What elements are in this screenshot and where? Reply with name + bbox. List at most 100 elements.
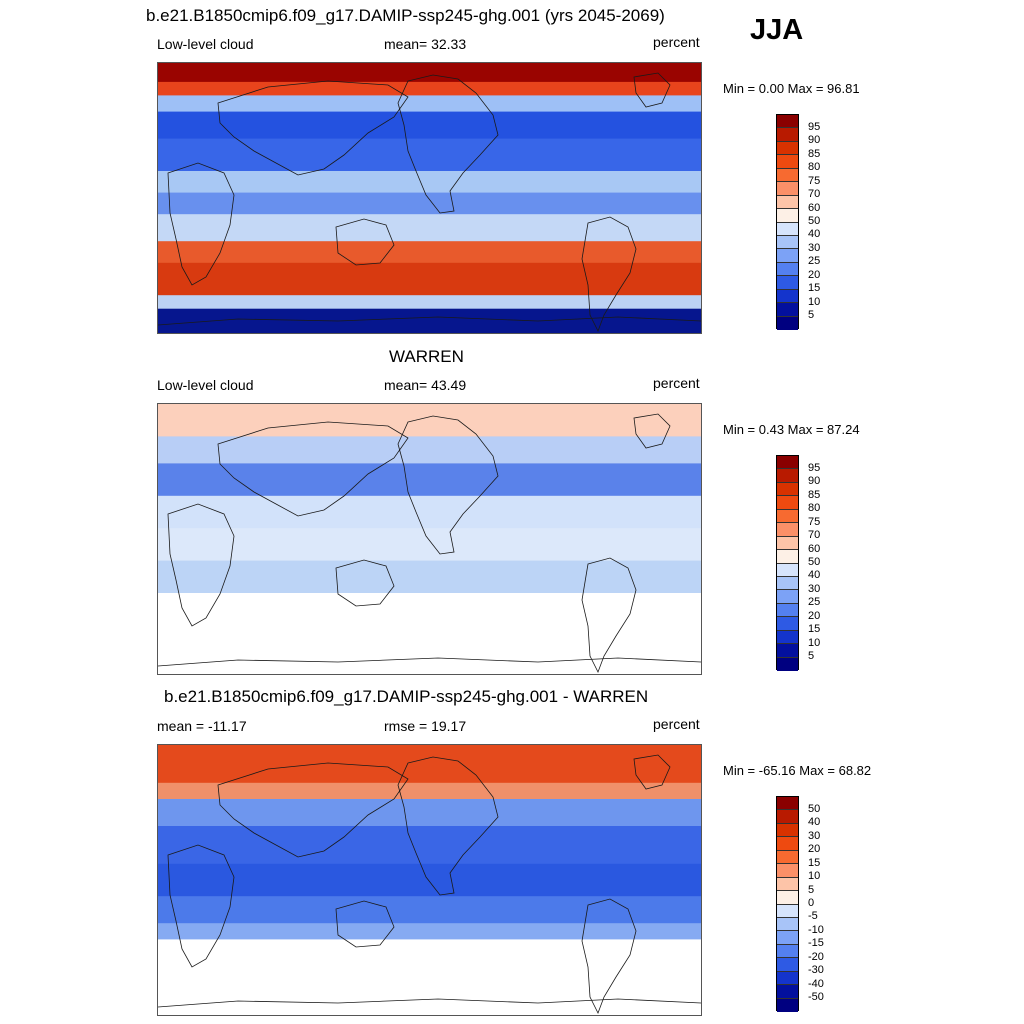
panel-2-units: percent <box>653 375 700 391</box>
colorbar-swatch <box>777 576 798 591</box>
colorbar-swatch <box>777 155 798 169</box>
colorbar-tick-label: -50 <box>808 991 824 1004</box>
colorbar-swatch <box>777 289 798 304</box>
colorbar-swatch <box>777 496 798 510</box>
colorbar-tick-label: 60 <box>808 542 821 555</box>
panel-3-units: percent <box>653 716 700 732</box>
coastline <box>397 415 499 555</box>
panel-1-map <box>157 62 702 334</box>
panel-1-minmax: Min = 0.00 Max = 96.81 <box>723 81 860 96</box>
colorbar-swatch <box>777 837 798 851</box>
colorbar-tick-label: 40 <box>808 569 821 582</box>
colorbar-swatch <box>777 998 798 1012</box>
colorbar-tick-label: 15 <box>808 856 821 869</box>
colorbar-swatch <box>777 985 798 999</box>
colorbar-swatch <box>777 944 798 959</box>
panel-3-rmse: rmse = 19.17 <box>384 718 467 734</box>
coastline <box>633 72 671 108</box>
colorbar-swatch <box>777 657 798 671</box>
colorbar-tick-label: 75 <box>808 174 821 187</box>
colorbar-swatch <box>777 617 798 631</box>
map-field-band <box>158 939 701 1015</box>
colorbar-swatch <box>777 115 798 129</box>
colorbar-swatch <box>777 168 798 183</box>
colorbar-swatch <box>777 904 798 918</box>
colorbar-swatch <box>777 603 798 618</box>
colorbar-swatch <box>777 864 798 878</box>
colorbar-tick-label: 20 <box>808 268 821 281</box>
panel-2-minmax: Min = 0.43 Max = 87.24 <box>723 422 860 437</box>
panel-3-mean: mean = -11.17 <box>157 718 247 734</box>
coastline <box>167 844 235 968</box>
colorbar-tick-label: -5 <box>808 910 818 923</box>
panel-2-map-svg <box>158 404 701 674</box>
coastline <box>217 762 409 858</box>
coastline <box>167 162 235 286</box>
map-field-band <box>158 528 701 562</box>
colorbar-swatch <box>777 550 798 564</box>
coastline <box>397 74 499 214</box>
colorbar-tick-label: 25 <box>808 596 821 609</box>
panel-1-colorbar <box>776 114 799 330</box>
colorbar-swatch <box>777 590 798 604</box>
colorbar-swatch <box>777 917 798 932</box>
colorbar-swatch <box>777 536 798 551</box>
colorbar-swatch <box>777 850 798 865</box>
colorbar-swatch <box>777 235 798 250</box>
colorbar-tick-label: -15 <box>808 937 824 950</box>
colorbar-tick-label: -30 <box>808 964 824 977</box>
colorbar-tick-label: 15 <box>808 282 821 295</box>
map-field-band <box>158 436 701 464</box>
map-field-band <box>158 495 701 529</box>
colorbar-swatch <box>777 303 798 317</box>
map-field-band <box>158 192 701 215</box>
colorbar-swatch <box>777 222 798 236</box>
colorbar-tick-label: 50 <box>808 215 821 227</box>
colorbar-tick-label: 85 <box>808 488 821 501</box>
panel-2-title: WARREN <box>389 347 464 366</box>
colorbar-tick-label: 70 <box>808 188 821 201</box>
colorbar-tick-label: -40 <box>808 977 824 990</box>
coastline <box>335 900 395 948</box>
coastline <box>167 503 235 627</box>
colorbar-tick-label: 10 <box>808 870 821 883</box>
map-field-band <box>158 799 701 827</box>
colorbar-swatch <box>777 797 798 811</box>
map-field-band <box>158 826 701 865</box>
panel-1-title: b.e21.B1850cmip6.f09_g17.DAMIP-ssp245-gh… <box>146 6 665 25</box>
colorbar-tick-label: 80 <box>808 502 821 515</box>
colorbar-swatch <box>777 469 798 483</box>
coastline <box>633 413 671 449</box>
colorbar-tick-label: 90 <box>808 134 821 147</box>
map-field-band <box>158 171 701 194</box>
colorbar-tick-label: 20 <box>808 609 821 622</box>
colorbar-swatch <box>777 195 798 210</box>
coastline <box>581 557 637 673</box>
coastline <box>158 998 701 1008</box>
map-field-band <box>158 138 701 172</box>
colorbar-tick-label: 5 <box>808 883 815 896</box>
colorbar-swatch <box>777 931 798 945</box>
panel-1-map-svg <box>158 63 701 333</box>
colorbar-tick-label: 10 <box>808 636 821 649</box>
panel-3-title: b.e21.B1850cmip6.f09_g17.DAMIP-ssp245-gh… <box>164 687 649 706</box>
map-field-band <box>158 745 701 784</box>
map-field-band <box>158 593 701 674</box>
colorbar-tick-label: 75 <box>808 515 821 528</box>
colorbar-swatch <box>777 630 798 645</box>
colorbar-swatch <box>777 644 798 658</box>
panel-2-map <box>157 403 702 675</box>
map-field-band <box>158 214 701 242</box>
map-field-band <box>158 560 701 594</box>
map-field-band <box>158 81 701 96</box>
colorbar-tick-label: 95 <box>808 120 821 133</box>
coastline <box>633 754 671 790</box>
colorbar-swatch <box>777 276 798 290</box>
season-label: JJA <box>750 14 804 46</box>
colorbar-tick-label: -10 <box>808 923 824 936</box>
colorbar-tick-label: 90 <box>808 475 821 488</box>
coastline <box>581 898 637 1014</box>
coastline <box>335 218 395 266</box>
colorbar-tick-label: 10 <box>808 295 821 308</box>
panel-3-colorbar <box>776 796 799 1012</box>
